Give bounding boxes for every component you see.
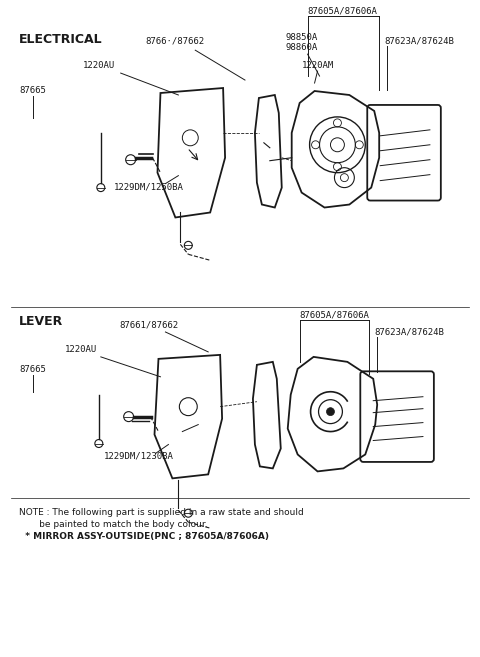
- Text: 8766·/87662: 8766·/87662: [146, 36, 205, 45]
- Text: 87623A/87624B: 87623A/87624B: [374, 328, 444, 337]
- Text: * MIRROR ASSY-OUTSIDE(PNC ; 87605A/87606A): * MIRROR ASSY-OUTSIDE(PNC ; 87605A/87606…: [19, 532, 269, 541]
- Text: 87665: 87665: [20, 365, 47, 374]
- Text: 87665: 87665: [20, 86, 47, 95]
- Circle shape: [326, 407, 335, 416]
- Text: 1220AU: 1220AU: [65, 345, 97, 354]
- Text: 87605A/87606A: 87605A/87606A: [308, 7, 377, 15]
- Text: NOTE : The following part is supplied in a raw state and should: NOTE : The following part is supplied in…: [19, 509, 304, 517]
- Text: 1229DM/1230BA: 1229DM/1230BA: [104, 451, 174, 461]
- Text: 87605A/87606A: 87605A/87606A: [300, 310, 370, 319]
- Text: 87661/87662: 87661/87662: [119, 320, 178, 329]
- Text: 1220AU: 1220AU: [83, 61, 115, 70]
- Text: 1229DM/1250BA: 1229DM/1250BA: [114, 183, 183, 192]
- Text: 98850A: 98850A: [286, 34, 318, 42]
- Text: 1220AM: 1220AM: [301, 61, 334, 70]
- Text: 98860A: 98860A: [286, 43, 318, 52]
- Text: LEVER: LEVER: [19, 315, 63, 328]
- Text: 87623A/87624B: 87623A/87624B: [384, 36, 454, 45]
- Text: ELECTRICAL: ELECTRICAL: [19, 34, 103, 46]
- Text: be painted to match the body colour.: be painted to match the body colour.: [19, 520, 208, 529]
